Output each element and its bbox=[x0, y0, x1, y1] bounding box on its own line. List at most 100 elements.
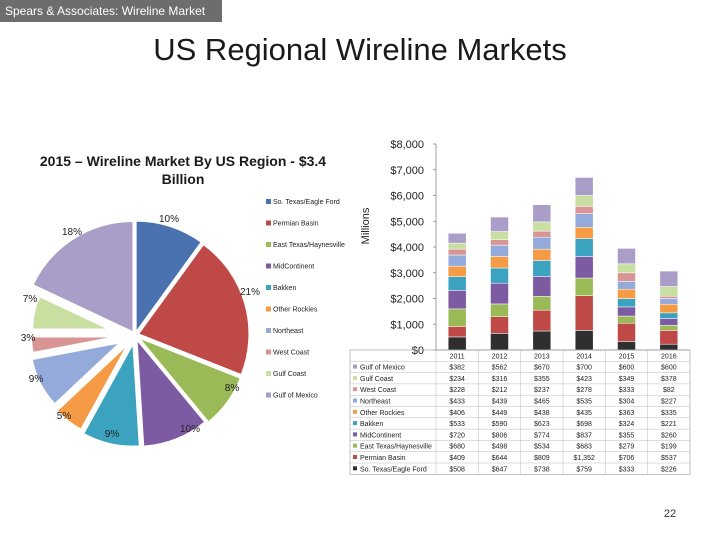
bar-segment bbox=[617, 263, 636, 274]
bar-segment bbox=[574, 195, 594, 207]
legend-swatch bbox=[266, 392, 271, 398]
legend-swatch bbox=[266, 371, 271, 376]
legend-label: Gulf Coast bbox=[273, 371, 306, 378]
table-value: $720 bbox=[449, 432, 465, 439]
bar-segment bbox=[574, 330, 594, 351]
pie-slice-label: 5% bbox=[57, 411, 72, 422]
bar-segment bbox=[447, 276, 467, 291]
bar-segment bbox=[659, 296, 679, 299]
bar-segment bbox=[532, 276, 552, 297]
bar-segment bbox=[490, 244, 509, 257]
table-value: $562 bbox=[492, 365, 508, 372]
table-series-name: West Coast bbox=[360, 387, 396, 394]
table-series-name: MidContinent bbox=[360, 432, 401, 439]
table-legend-swatch bbox=[353, 364, 357, 369]
pie-slice-label: 9% bbox=[29, 374, 44, 385]
bar-segment bbox=[659, 303, 679, 314]
bar-segment bbox=[617, 322, 636, 342]
bar-segment bbox=[574, 238, 594, 257]
pie-chart-title: 2015 – Wireline Market By US Region - $3… bbox=[39, 153, 327, 187]
bar-segment bbox=[659, 318, 679, 326]
table-value: $316 bbox=[492, 376, 508, 383]
legend-label: East Texas/Haynesville bbox=[273, 242, 345, 249]
bar-segment bbox=[532, 260, 552, 277]
bar-segment bbox=[659, 286, 679, 297]
pie-slice bbox=[31, 336, 114, 353]
bar-segment bbox=[447, 336, 467, 351]
pie-slice bbox=[83, 343, 140, 447]
bar-segment bbox=[617, 281, 636, 290]
table-value: $349 bbox=[619, 376, 635, 383]
table-value: $706 bbox=[619, 455, 635, 462]
pie-slice-label: 9% bbox=[105, 429, 120, 440]
x-category-label: 2011 bbox=[450, 353, 465, 360]
pie-slice-label: 8% bbox=[225, 383, 240, 394]
table-value: $644 bbox=[492, 455, 508, 462]
table-value: $409 bbox=[449, 455, 465, 462]
bar-segment bbox=[447, 233, 467, 244]
table-value: $759 bbox=[576, 466, 592, 473]
table-value: $221 bbox=[661, 421, 677, 428]
y-tick-label: $2,000 bbox=[390, 294, 424, 306]
table-value: $199 bbox=[661, 444, 677, 451]
table-series-name: Gulf of Mexico bbox=[360, 365, 405, 372]
pie-slice bbox=[32, 342, 121, 404]
bar-segment bbox=[574, 277, 594, 296]
table-value: $683 bbox=[576, 444, 592, 451]
table-value: $670 bbox=[534, 365, 550, 372]
bar-segment bbox=[532, 204, 552, 223]
legend-label: West Coast bbox=[273, 350, 309, 357]
table-value: $324 bbox=[619, 421, 635, 428]
table-series-name: Other Rockies bbox=[360, 410, 405, 417]
pie-slice bbox=[139, 338, 241, 423]
pie-chart: 10% 21% 8% 10% 9% 5% 9% 3% 7% 18% bbox=[21, 214, 260, 447]
legend-label: Northeast bbox=[273, 328, 303, 335]
table-value: $333 bbox=[619, 387, 635, 394]
table-value: $226 bbox=[661, 466, 677, 473]
pie-legend: So. Texas/Eagle Ford Permian Basin East Te… bbox=[266, 199, 345, 400]
legend-swatch bbox=[266, 263, 271, 269]
pie-slice bbox=[136, 339, 206, 447]
x-category-label: 2015 bbox=[619, 353, 635, 360]
table-value: $534 bbox=[534, 444, 550, 451]
bar-segment bbox=[617, 306, 636, 317]
table-value: $406 bbox=[449, 410, 465, 417]
table-value: $378 bbox=[661, 376, 677, 383]
pie-slice bbox=[32, 296, 108, 330]
table-value: $260 bbox=[661, 432, 677, 439]
table-legend-swatch bbox=[353, 375, 357, 380]
table-legend-swatch bbox=[353, 466, 357, 471]
table-legend-swatch bbox=[353, 421, 357, 426]
table-value: $498 bbox=[492, 444, 508, 451]
table-value: $1,352 bbox=[573, 455, 595, 462]
slide-title: US Regional Wireline Markets bbox=[153, 32, 567, 67]
table-value: $600 bbox=[661, 365, 677, 372]
y-tick-label: $4,000 bbox=[390, 242, 424, 254]
legend-label: So. Texas/Eagle Ford bbox=[273, 199, 340, 206]
table-legend-swatch bbox=[353, 432, 357, 437]
table-value: $774 bbox=[534, 432, 550, 439]
table-value: $698 bbox=[576, 421, 592, 428]
bar-segment bbox=[574, 295, 594, 331]
table-series-name: Bakken bbox=[360, 421, 383, 428]
bar-segment bbox=[574, 256, 594, 279]
page-number: 22 bbox=[663, 508, 677, 520]
table-value: $465 bbox=[534, 399, 550, 406]
x-category-label: 2016 bbox=[661, 353, 677, 360]
table-value: $212 bbox=[492, 387, 508, 394]
bar-segment bbox=[532, 309, 552, 332]
bar-segment bbox=[617, 248, 636, 265]
table-value: $278 bbox=[576, 387, 592, 394]
x-category-label: 2012 bbox=[492, 353, 508, 360]
pie-slice-label: 7% bbox=[23, 294, 38, 305]
table-value: $590 bbox=[492, 421, 508, 428]
table-series-name: East Texas/Haynesville bbox=[360, 444, 432, 451]
bar-segment bbox=[490, 256, 509, 269]
table-value: $738 bbox=[534, 466, 550, 473]
bar-segment bbox=[447, 254, 467, 267]
legend-swatch bbox=[266, 349, 271, 355]
table-value: $806 bbox=[492, 432, 508, 439]
legend-swatch bbox=[266, 328, 271, 333]
table-legend-swatch bbox=[353, 387, 357, 392]
